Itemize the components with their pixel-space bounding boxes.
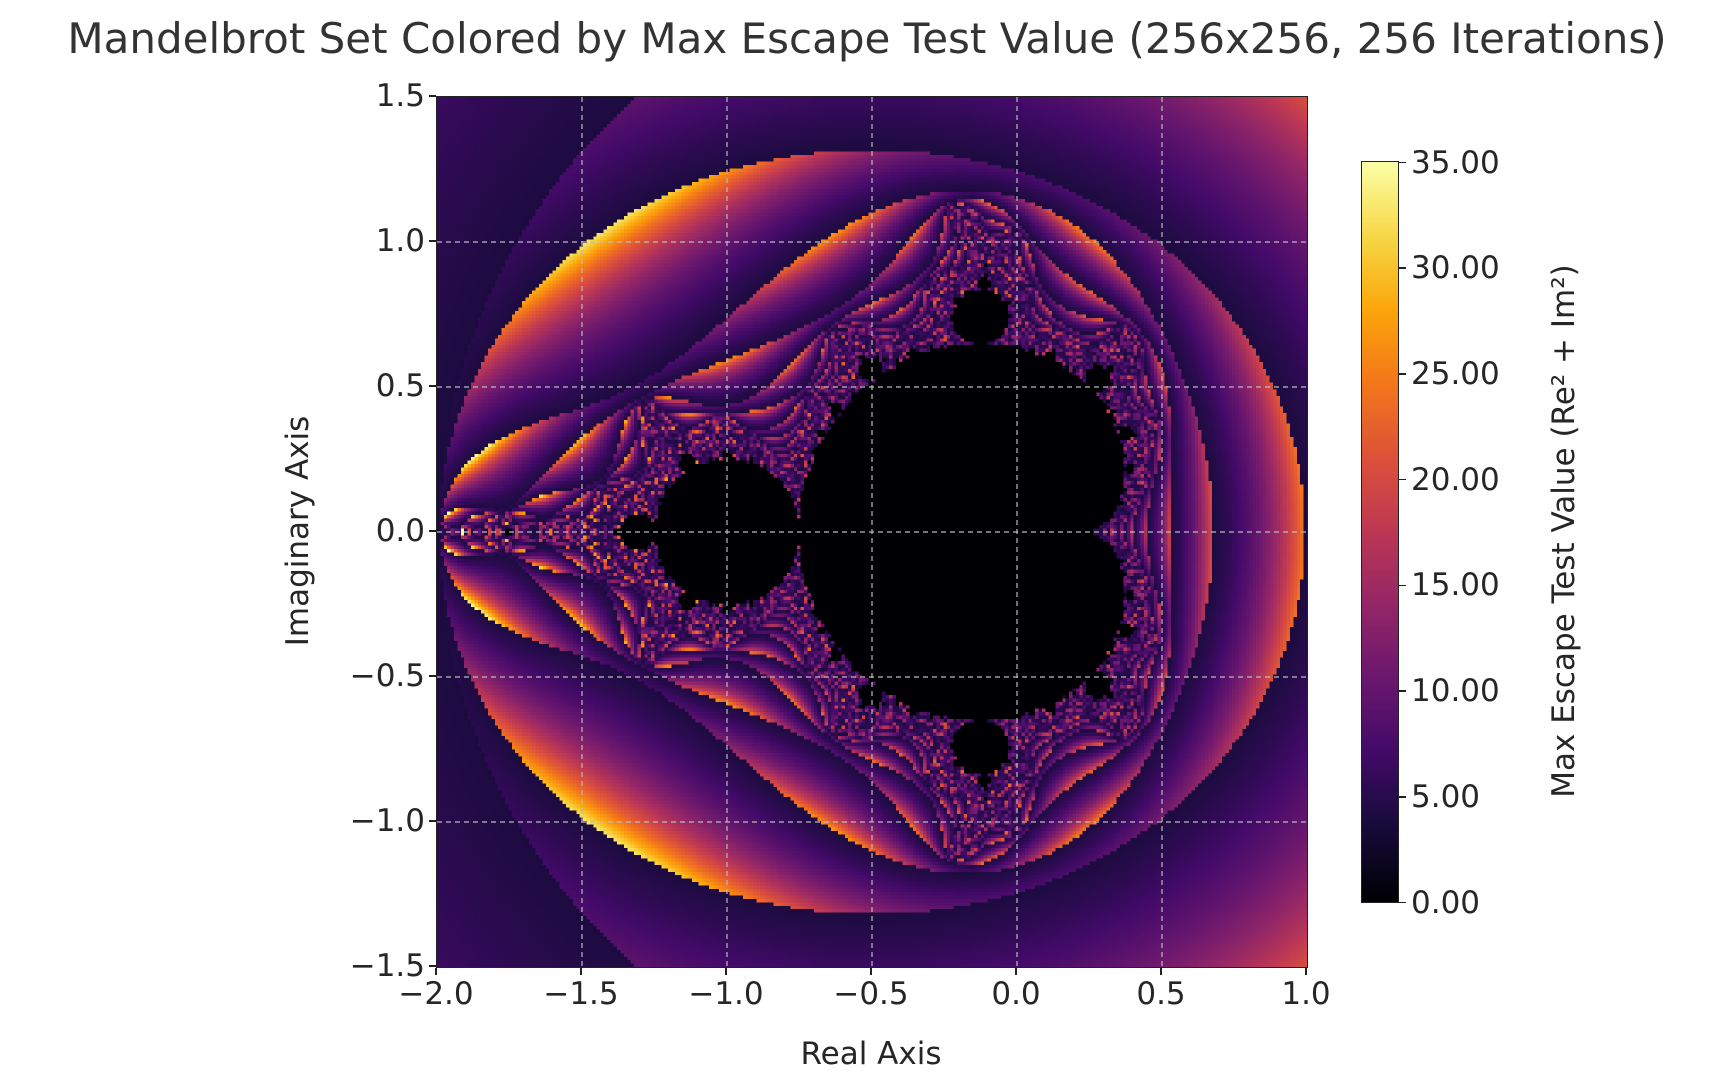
y-tick-mark (429, 965, 436, 967)
colorbar-tick-label: 20.00 (1411, 461, 1500, 498)
colorbar-tick-mark (1398, 373, 1406, 375)
x-tick-label: −1.5 (543, 976, 619, 1012)
x-tick-mark (1160, 967, 1162, 975)
grid-lines (437, 97, 1307, 967)
x-tick-mark (1015, 967, 1017, 975)
y-tick-label: 0.0 (375, 513, 425, 549)
y-tick-label: 1.0 (375, 223, 425, 259)
x-tick-mark (435, 967, 437, 975)
x-tick-mark (580, 967, 582, 975)
plot-area (436, 96, 1308, 968)
x-tick-label: −2.0 (398, 976, 474, 1012)
colorbar-tick-mark (1398, 690, 1406, 692)
colorbar-tick-mark (1398, 584, 1406, 587)
y-tick-mark (429, 95, 436, 97)
y-tick-mark (429, 385, 436, 387)
y-tick-label: −1.5 (349, 948, 425, 984)
y-tick-label: −0.5 (349, 658, 425, 694)
y-tick-mark (429, 820, 436, 822)
colorbar-tick-mark (1398, 901, 1406, 904)
x-tick-label: 0.0 (991, 976, 1041, 1012)
colorbar-tick-mark (1398, 161, 1406, 164)
colorbar-tick-label: 25.00 (1411, 355, 1500, 392)
chart-title: Mandelbrot Set Colored by Max Escape Tes… (67, 14, 1667, 63)
y-tick-label: 0.5 (375, 368, 425, 404)
colorbar-tick-label: 30.00 (1411, 250, 1500, 287)
colorbar-tick-label: 10.00 (1411, 673, 1500, 710)
colorbar-tick-mark (1398, 267, 1406, 269)
x-tick-label: −1.0 (688, 976, 764, 1012)
colorbar-tick-label: 5.00 (1411, 778, 1481, 815)
colorbar (1361, 161, 1399, 903)
colorbar-label: Max Escape Test Value (Re² + Im²) (1546, 264, 1582, 798)
x-axis-label: Real Axis (800, 1036, 942, 1072)
x-tick-mark (870, 967, 872, 975)
y-tick-label: 1.5 (375, 78, 425, 114)
colorbar-tick-label: 15.00 (1411, 567, 1500, 604)
y-tick-mark (429, 675, 436, 677)
colorbar-tick-label: 0.00 (1411, 884, 1481, 921)
x-tick-label: 1.0 (1281, 976, 1331, 1012)
colorbar-gradient (1362, 162, 1398, 902)
y-axis-label: Imaginary Axis (280, 415, 316, 647)
colorbar-tick-label: 35.00 (1411, 144, 1500, 181)
x-tick-label: −0.5 (833, 976, 909, 1012)
colorbar-tick-mark (1398, 478, 1406, 481)
y-tick-mark (429, 530, 436, 532)
y-tick-label: −1.0 (349, 803, 425, 839)
x-tick-label: 0.5 (1136, 976, 1186, 1012)
x-tick-mark (725, 967, 727, 975)
y-tick-mark (429, 240, 436, 242)
x-tick-mark (1305, 967, 1307, 975)
colorbar-tick-mark (1398, 796, 1406, 798)
